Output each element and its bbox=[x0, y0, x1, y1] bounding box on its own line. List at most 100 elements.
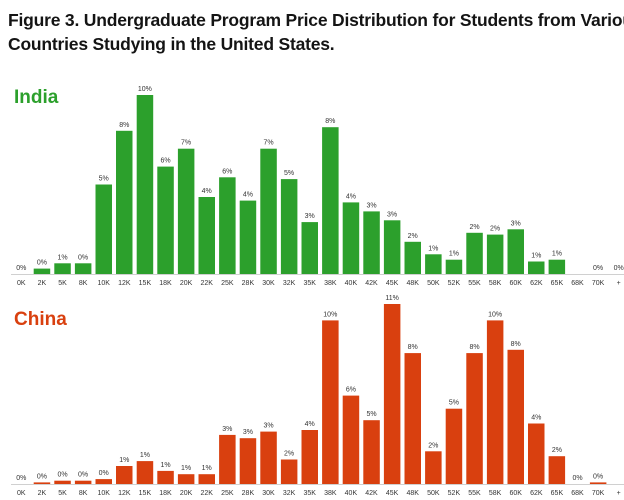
india-bar-45K bbox=[383, 220, 401, 274]
india-value-label-10K: 5% bbox=[99, 176, 109, 183]
india-tick-label-18K: 18K bbox=[159, 280, 172, 287]
india-value-label-52K: 1% bbox=[449, 251, 459, 258]
figure-title: Figure 3. Undergraduate Program Price Di… bbox=[8, 8, 624, 56]
china-tick-label-38K: 38K bbox=[324, 490, 337, 497]
china-tick-label-8K: 8K bbox=[79, 490, 88, 497]
china-tick-label-5K: 5K bbox=[58, 490, 67, 497]
india-value-label-18K: 6% bbox=[160, 158, 170, 165]
china-bar-18K bbox=[157, 470, 174, 484]
india-tick-label-38K: 38K bbox=[324, 280, 337, 287]
india-bar-20K bbox=[177, 148, 195, 274]
china-bar-42K bbox=[363, 420, 380, 484]
china-tick-label-48K: 48K bbox=[406, 490, 419, 497]
china-value-label-32K: 2% bbox=[284, 451, 294, 458]
india-value-label-30K: 7% bbox=[263, 140, 273, 147]
india-tick-label-48K: 48K bbox=[406, 280, 419, 287]
india-value-label-25K: 6% bbox=[222, 168, 232, 175]
china-bar-2K bbox=[33, 482, 51, 484]
india-value-label-65K: 1% bbox=[552, 251, 562, 258]
china-value-label-8K: 0% bbox=[78, 472, 88, 479]
china-tick-label-42K: 42K bbox=[365, 490, 378, 497]
india-tick-label-60K: 60K bbox=[509, 280, 522, 287]
india-bar-58K bbox=[486, 234, 504, 274]
india-bar-48K bbox=[404, 241, 421, 274]
india-value-label-15K: 10% bbox=[138, 86, 152, 93]
india-tick-label-42K: 42K bbox=[365, 280, 378, 287]
india-bar-15K bbox=[136, 95, 154, 274]
china-tick-label-30K: 30K bbox=[262, 490, 275, 497]
china-bar-25K bbox=[219, 434, 236, 484]
india-bar-32K bbox=[280, 179, 298, 274]
china-tick-label-22K: 22K bbox=[200, 490, 213, 497]
china-tick-label-25K: 25K bbox=[221, 490, 234, 497]
india-tick-label-62K: 62K bbox=[530, 280, 543, 287]
india-bar-18K bbox=[157, 166, 174, 274]
india-tick-label-65K: 65K bbox=[551, 280, 564, 287]
china-value-label-58K: 10% bbox=[488, 311, 502, 318]
china-tick-label-55K: 55K bbox=[468, 490, 481, 497]
india-tick-label-+: + bbox=[617, 280, 621, 287]
india-value-label-+: 0% bbox=[614, 265, 624, 272]
india-value-label-50K: 1% bbox=[428, 245, 438, 252]
india-bar-30K bbox=[260, 148, 277, 274]
india-value-label-60K: 3% bbox=[511, 220, 521, 227]
india-tick-label-20K: 20K bbox=[180, 280, 193, 287]
india-tick-label-40K: 40K bbox=[345, 280, 358, 287]
india-value-label-20K: 7% bbox=[181, 140, 191, 147]
china-value-label-25K: 3% bbox=[222, 426, 232, 433]
india-value-label-62K: 1% bbox=[531, 253, 541, 260]
china-bar-10K bbox=[95, 479, 112, 484]
india-tick-label-70K: 70K bbox=[592, 280, 605, 287]
india-value-label-58K: 2% bbox=[490, 226, 500, 233]
china-panel-label: China bbox=[14, 309, 67, 330]
china-tick-label-65K: 65K bbox=[551, 490, 564, 497]
china-bar-30K bbox=[260, 431, 277, 484]
china-bar-12K bbox=[116, 466, 133, 484]
china-value-label-65K: 2% bbox=[552, 447, 562, 454]
india-value-label-32K: 5% bbox=[284, 170, 294, 177]
china-tick-label-10K: 10K bbox=[97, 490, 110, 497]
india-value-label-35K: 3% bbox=[305, 213, 315, 220]
china-tick-label-62K: 62K bbox=[530, 490, 543, 497]
india-bar-5K bbox=[54, 263, 71, 274]
china-value-label-35K: 4% bbox=[305, 421, 315, 428]
china-value-label-15K: 1% bbox=[140, 452, 150, 459]
india-tick-label-58K: 58K bbox=[489, 280, 502, 287]
india-bar-60K bbox=[507, 229, 524, 275]
india-tick-label-28K: 28K bbox=[242, 280, 255, 287]
china-bar-22K bbox=[198, 474, 215, 484]
china-bar-15K bbox=[136, 461, 154, 484]
india-value-label-28K: 4% bbox=[243, 192, 253, 199]
china-bar-45K bbox=[383, 304, 401, 484]
china-tick-label-+: + bbox=[617, 490, 621, 497]
china-value-label-18K: 1% bbox=[160, 462, 170, 469]
china-value-label-20K: 1% bbox=[181, 465, 191, 472]
china-bar-28K bbox=[239, 438, 257, 484]
india-tick-label-68K: 68K bbox=[571, 280, 584, 287]
india-value-label-38K: 8% bbox=[325, 118, 335, 125]
china-bar-48K bbox=[404, 353, 421, 484]
china-tick-label-70K: 70K bbox=[592, 490, 605, 497]
china-value-label-52K: 5% bbox=[449, 400, 459, 407]
india-bar-12K bbox=[116, 130, 133, 274]
india-value-label-0K: 0% bbox=[16, 265, 26, 272]
india-tick-label-2K: 2K bbox=[38, 280, 47, 287]
india-bar-40K bbox=[342, 202, 360, 274]
china-bar-58K bbox=[486, 320, 504, 484]
china-value-label-30K: 3% bbox=[263, 423, 273, 430]
china-bar-70K bbox=[589, 482, 607, 484]
china-bar-32K bbox=[280, 459, 298, 484]
india-tick-label-0K: 0K bbox=[17, 280, 26, 287]
china-value-label-70K: 0% bbox=[593, 473, 603, 480]
india-bar-2K bbox=[33, 268, 51, 274]
china-value-label-0K: 0% bbox=[16, 475, 26, 482]
india-value-label-55K: 2% bbox=[469, 224, 479, 231]
india-value-label-5K: 1% bbox=[57, 254, 67, 261]
china-value-label-50K: 2% bbox=[428, 442, 438, 449]
china-tick-label-60K: 60K bbox=[509, 490, 522, 497]
china-value-label-5K: 0% bbox=[57, 472, 67, 479]
china-value-label-48K: 8% bbox=[408, 344, 418, 351]
india-panel-label: India bbox=[14, 87, 59, 108]
china-tick-label-12K: 12K bbox=[118, 490, 131, 497]
